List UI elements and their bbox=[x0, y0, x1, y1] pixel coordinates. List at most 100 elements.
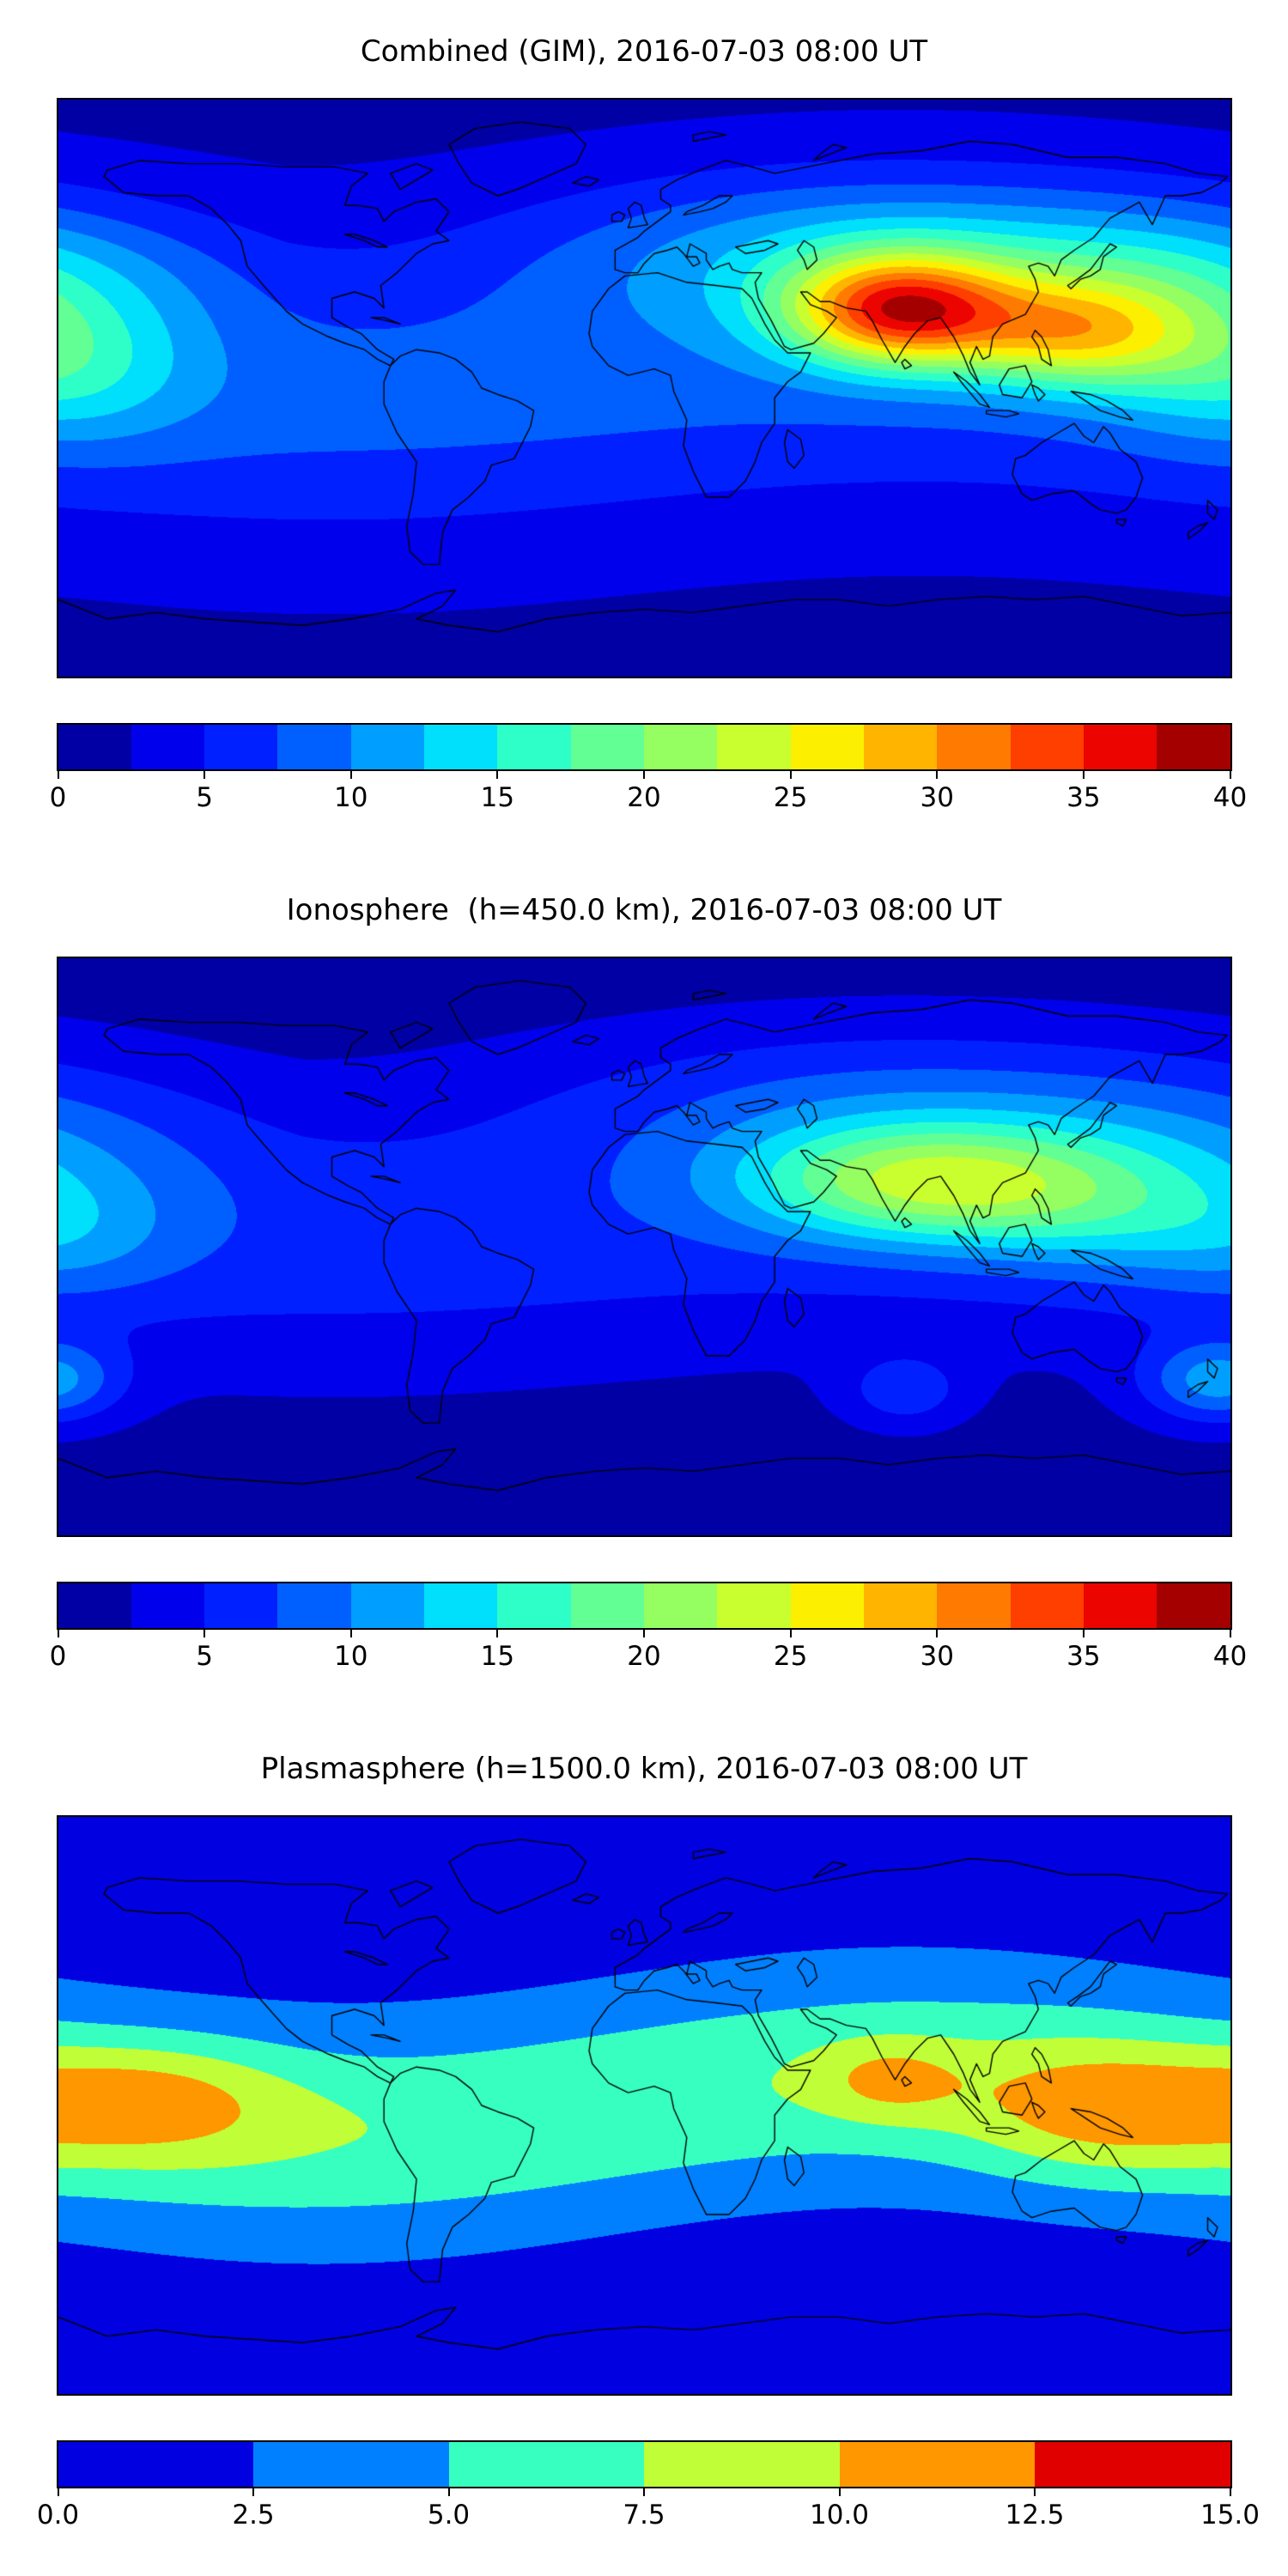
colorbar-tick-mark bbox=[447, 2488, 450, 2496]
colorbar-tick-mark bbox=[643, 1629, 645, 1637]
colorbar-tick-mark bbox=[789, 770, 792, 779]
colorbar-tick-mark bbox=[496, 1629, 499, 1637]
colorbar-segment bbox=[58, 2441, 253, 2487]
colorbar-tick-label: 5 bbox=[196, 1640, 213, 1672]
colorbar-segment bbox=[937, 1583, 1011, 1628]
colorbar-tick-label: 35 bbox=[1066, 1640, 1101, 1672]
colorbar-segment bbox=[277, 724, 351, 769]
colorbar-tick-label: 12.5 bbox=[1005, 2499, 1065, 2530]
colorbar-segment bbox=[58, 724, 131, 769]
colorbar-tick-label: 5 bbox=[196, 781, 213, 813]
colorbar-segment bbox=[644, 1583, 718, 1628]
map-canvas-plasmasphere bbox=[56, 1814, 1232, 2396]
colorbar-tick-mark bbox=[204, 770, 206, 779]
colorbar-tick-mark bbox=[1082, 1629, 1084, 1637]
colorbar-segment bbox=[1010, 1583, 1084, 1628]
panel-title-plasmasphere: Plasmasphere (h=1500.0 km), 2016-07-03 0… bbox=[260, 1752, 1028, 1786]
colorbar-segment bbox=[277, 1583, 351, 1628]
panel-title-ionosphere: Ionosphere (h=450.0 km), 2016-07-03 08:0… bbox=[286, 893, 1002, 927]
colorbar-segment bbox=[1157, 1583, 1230, 1628]
map-canvas-ionosphere bbox=[56, 956, 1232, 1537]
colorbar-tick-label: 7.5 bbox=[623, 2499, 665, 2530]
colorbar-tick-label: 0 bbox=[49, 781, 67, 813]
colorbar-segment bbox=[644, 2441, 840, 2487]
colorbar-segment bbox=[644, 724, 718, 769]
colorbar-segment bbox=[570, 724, 644, 769]
colorbar-segment bbox=[204, 724, 278, 769]
colorbar-tick-label: 15 bbox=[480, 781, 515, 813]
colorbar-segment bbox=[204, 1583, 278, 1628]
colorbar-tick-label: 0.0 bbox=[36, 2499, 80, 2530]
colorbar-segment bbox=[131, 724, 205, 769]
panel-plasmasphere: Plasmasphere (h=1500.0 km), 2016-07-03 0… bbox=[0, 1717, 1288, 2576]
colorbar-tick-label: 10 bbox=[334, 1640, 368, 1672]
colorbar-tick-label: 25 bbox=[773, 1640, 808, 1672]
colorbar-segment bbox=[1035, 2441, 1230, 2487]
colorbar-tick-mark bbox=[57, 1629, 59, 1637]
colorbar-segment bbox=[717, 724, 791, 769]
panel-ionosphere: Ionosphere (h=450.0 km), 2016-07-03 08:0… bbox=[0, 859, 1288, 1717]
colorbar-tick-mark bbox=[1229, 2488, 1231, 2496]
colorbar-tick-mark bbox=[1229, 1629, 1231, 1637]
colorbar-segment bbox=[253, 2441, 449, 2487]
colorbar-tick-mark bbox=[643, 2488, 645, 2496]
colorbar-segment bbox=[863, 1583, 938, 1628]
colorbar-tick-label: 0 bbox=[49, 1640, 67, 1672]
panel-combined-gim: Combined (GIM), 2016-07-03 08:00 UT 0 5 10… bbox=[0, 0, 1288, 859]
colorbar-tick-label: 15.0 bbox=[1200, 2499, 1261, 2530]
colorbar-tick-label: 10 bbox=[334, 781, 368, 813]
colorbar-tick-mark bbox=[789, 1629, 792, 1637]
panel-title-combined: Combined (GIM), 2016-07-03 08:00 UT bbox=[360, 34, 928, 69]
colorbar-segment bbox=[131, 1583, 205, 1628]
colorbar-tick-label: 30 bbox=[920, 781, 954, 813]
colorbar-tick-mark bbox=[57, 2488, 59, 2496]
colorbar-segment bbox=[839, 2441, 1035, 2487]
colorbar-tick-mark bbox=[349, 1629, 352, 1637]
colorbar-tick-label: 20 bbox=[627, 781, 661, 813]
colorbar-tick-mark bbox=[204, 1629, 206, 1637]
colorbar-tick-label: 40 bbox=[1212, 1640, 1248, 1672]
colorbar-segment bbox=[497, 1583, 571, 1628]
colorbar-tick-mark bbox=[838, 2488, 841, 2496]
colorbar-segment bbox=[424, 1583, 498, 1628]
colorbar-tick-label: 10.0 bbox=[809, 2499, 870, 2530]
map-canvas-combined bbox=[56, 97, 1232, 678]
colorbar-segment bbox=[717, 1583, 791, 1628]
colorbar-segment bbox=[1010, 724, 1084, 769]
colorbar-segment bbox=[448, 2441, 644, 2487]
colorbar-tick-mark bbox=[936, 1629, 939, 1637]
colorbar-segment bbox=[1083, 724, 1157, 769]
colorbar-segment bbox=[424, 724, 498, 769]
colorbar-ticks-ionosphere: 0 5 10 15 20 25 30 35 40 bbox=[50, 1629, 1247, 1676]
colorbar-tick-label: 20 bbox=[627, 1640, 661, 1672]
colorbar-tick-label: 15 bbox=[480, 1640, 515, 1672]
colorbar-tick-label: 40 bbox=[1212, 781, 1248, 813]
colorbar-segment bbox=[863, 724, 938, 769]
colorbar-tick-mark bbox=[936, 770, 939, 779]
colorbar-segment bbox=[937, 724, 1011, 769]
colorbar-segment bbox=[58, 1583, 131, 1628]
colorbar-plasmasphere bbox=[56, 2439, 1232, 2488]
colorbar-tick-mark bbox=[1034, 2488, 1036, 2496]
colorbar-segment bbox=[790, 724, 864, 769]
colorbar-segment bbox=[350, 1583, 425, 1628]
colorbar-segment bbox=[1083, 1583, 1157, 1628]
colorbar-ionosphere bbox=[56, 1581, 1232, 1630]
colorbar-tick-mark bbox=[57, 770, 59, 779]
colorbar-tick-label: 25 bbox=[773, 781, 808, 813]
colorbar-combined bbox=[56, 722, 1232, 771]
colorbar-tick-mark bbox=[643, 770, 645, 779]
colorbar-tick-label: 35 bbox=[1066, 781, 1101, 813]
colorbar-segment bbox=[1157, 724, 1230, 769]
colorbar-segment bbox=[497, 724, 571, 769]
colorbar-ticks-combined: 0 5 10 15 20 25 30 35 40 bbox=[50, 770, 1247, 817]
colorbar-tick-mark bbox=[496, 770, 499, 779]
colorbar-tick-label: 5.0 bbox=[427, 2499, 471, 2530]
colorbar-tick-mark bbox=[252, 2488, 254, 2496]
colorbar-segment bbox=[350, 724, 425, 769]
colorbar-tick-mark bbox=[1082, 770, 1084, 779]
colorbar-ticks-plasmasphere: 0.0 2.5 5.0 7.5 10.0 12.5 15.0 bbox=[37, 2488, 1260, 2535]
colorbar-tick-mark bbox=[349, 770, 352, 779]
colorbar-tick-mark bbox=[1229, 770, 1231, 779]
